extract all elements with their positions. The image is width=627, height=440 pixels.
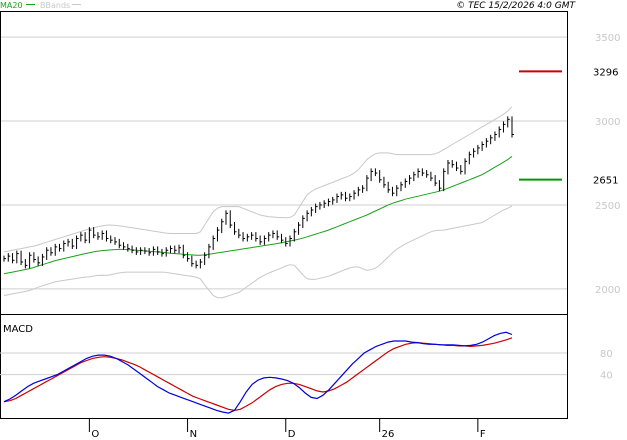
price-panel: 2000 2500 3000 3500 3296 2651 <box>0 33 620 299</box>
x-tick-label: F <box>480 429 486 440</box>
price-y-axis: 2000 2500 3000 3500 <box>595 33 620 296</box>
price-y-tick-label: 3500 <box>595 33 620 44</box>
level-label: 2651 <box>593 176 618 187</box>
x-tick-label: D <box>288 429 296 440</box>
price-y-tick-label: 2500 <box>595 201 620 212</box>
price-levels: 3296 2651 <box>519 67 618 187</box>
x-tick-label: O <box>91 429 99 440</box>
macd-panel: 40 80 MACD <box>0 324 613 414</box>
macd-line <box>3 331 513 414</box>
macd-gridlines <box>0 352 567 376</box>
ma20-line <box>3 155 513 275</box>
price-gridlines <box>0 36 567 290</box>
macd-title: MACD <box>3 324 33 335</box>
bbands-lower-line <box>3 205 513 299</box>
legend-ma20-label: MA20 <box>0 1 23 10</box>
x-tick-label: N <box>190 429 197 440</box>
price-y-tick-label: 3000 <box>595 117 620 128</box>
macd-signal-line <box>3 337 513 412</box>
macd-panel-frame <box>0 314 568 419</box>
macd-y-tick-label: 80 <box>600 349 613 360</box>
price-y-tick-label: 2000 <box>595 285 620 296</box>
macd-y-axis: 40 80 <box>600 349 613 382</box>
copyright-text: © TEC 15/2/2026 4:0 GMT <box>456 1 576 11</box>
level-label: 3296 <box>593 67 618 78</box>
legend: MA20 BBands <box>0 1 81 10</box>
x-tick-label: 26 <box>382 429 395 440</box>
bbands-upper-line <box>3 106 513 253</box>
price-panel-frame <box>0 11 568 315</box>
x-axis: O N D 26 F <box>88 418 486 440</box>
macd-y-tick-label: 40 <box>600 371 613 382</box>
legend-bbands-label: BBands <box>40 1 70 10</box>
price-bars <box>3 116 514 269</box>
